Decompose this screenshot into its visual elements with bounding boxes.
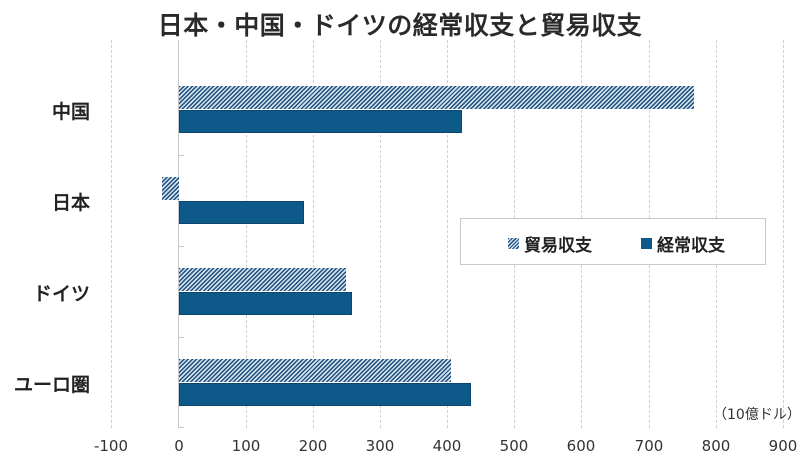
legend-label: 貿易収支 — [524, 236, 592, 256]
bar-trade-germany — [179, 268, 346, 291]
bar-current-eurozone — [179, 383, 471, 406]
bar-current-china — [179, 110, 462, 133]
x-tick-label: 300 — [365, 437, 395, 455]
solid-swatch-icon — [641, 238, 652, 249]
gridline — [313, 40, 314, 428]
gridline — [246, 40, 247, 428]
axis-tick — [178, 155, 184, 156]
bar-current-japan — [179, 201, 304, 224]
x-tick-label: 200 — [298, 437, 328, 455]
x-tick-label: 0 — [174, 437, 184, 455]
x-tick-label: 700 — [634, 437, 664, 455]
gridline — [783, 40, 784, 428]
bar-trade-eurozone — [179, 359, 451, 382]
category-label: ユーロ圏 — [13, 374, 90, 396]
category-label: ドイツ — [32, 283, 90, 305]
x-tick-label: 800 — [701, 437, 731, 455]
legend-label: 経常収支 — [657, 236, 725, 256]
category-label: 日本 — [51, 192, 90, 214]
axis-tick — [178, 427, 184, 428]
gridline — [380, 40, 381, 428]
bar-current-germany — [179, 292, 352, 315]
bar-trade-china — [179, 86, 694, 109]
chart-title: 日本・中国・ドイツの経常収支と貿易収支 — [157, 11, 643, 40]
axis-tick — [178, 337, 184, 338]
x-tick-label: 600 — [566, 437, 596, 455]
legend-item-trade: 貿易収支 — [508, 231, 592, 256]
unit-label: （10億ドル） — [713, 407, 800, 423]
hatched-swatch-icon — [508, 238, 519, 249]
legend: 貿易収支 経常収支 — [460, 218, 766, 265]
x-tick-label: 400 — [432, 437, 462, 455]
gridline — [111, 40, 112, 428]
category-label: 中国 — [51, 101, 90, 123]
bar-trade-japan — [162, 177, 179, 200]
x-tick-label: 900 — [768, 437, 798, 455]
axis-tick — [178, 246, 184, 247]
x-tick-label: 500 — [499, 437, 529, 455]
gridline — [447, 40, 448, 428]
category-axis — [178, 40, 179, 428]
x-tick-label: 100 — [231, 437, 261, 455]
legend-item-current: 経常収支 — [641, 231, 725, 256]
x-tick-label: -100 — [93, 437, 129, 455]
